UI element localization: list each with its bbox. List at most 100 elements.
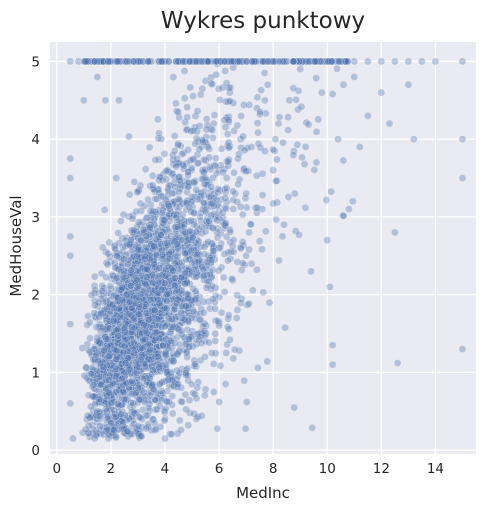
data-point — [171, 275, 180, 284]
data-point — [155, 363, 164, 372]
data-point — [66, 174, 75, 182]
data-point — [120, 266, 128, 275]
data-point — [126, 379, 135, 387]
data-point — [229, 99, 238, 107]
data-point — [127, 339, 136, 348]
data-point — [144, 404, 153, 412]
data-point — [118, 291, 127, 300]
data-point — [134, 218, 143, 227]
data-point — [118, 323, 127, 332]
data-point — [199, 198, 207, 206]
data-point — [95, 340, 104, 349]
data-point — [190, 193, 199, 202]
data-point — [215, 166, 223, 175]
data-point — [205, 178, 214, 187]
data-point — [185, 295, 194, 303]
data-point — [155, 402, 164, 410]
data-point — [113, 315, 122, 323]
data-point — [144, 287, 153, 296]
data-point — [163, 166, 172, 174]
data-point — [107, 375, 116, 383]
data-point — [220, 57, 229, 66]
data-point — [134, 426, 142, 435]
x-tick-label: 6 — [215, 461, 224, 477]
data-point — [149, 385, 158, 394]
data-point — [240, 146, 249, 155]
data-point — [193, 271, 202, 280]
data-point — [216, 361, 225, 370]
data-point — [193, 107, 202, 115]
data-point — [175, 369, 184, 377]
data-point — [281, 323, 290, 332]
data-point — [207, 349, 216, 357]
data-point — [110, 299, 119, 308]
data-point — [151, 365, 160, 373]
data-point — [189, 92, 197, 100]
data-point — [170, 189, 179, 197]
data-point — [222, 174, 231, 182]
data-point — [128, 296, 137, 304]
data-point — [107, 359, 116, 368]
data-point — [100, 346, 108, 355]
data-point — [105, 342, 114, 351]
data-point — [142, 265, 151, 273]
data-point — [228, 276, 237, 285]
data-point — [137, 319, 146, 328]
data-point — [124, 359, 132, 367]
data-point — [269, 166, 277, 175]
data-point — [221, 67, 230, 75]
data-point — [119, 387, 127, 396]
data-point — [169, 357, 178, 365]
data-point — [149, 206, 157, 215]
data-point — [224, 138, 233, 147]
data-point — [153, 315, 162, 323]
data-point — [261, 96, 269, 105]
data-point — [128, 371, 137, 379]
data-point — [312, 127, 321, 136]
data-point — [117, 326, 126, 335]
data-point — [158, 277, 166, 286]
data-point — [178, 210, 187, 219]
data-point — [97, 307, 106, 315]
data-point — [280, 220, 288, 229]
data-point — [221, 194, 230, 202]
data-point — [148, 253, 157, 261]
data-point — [130, 248, 138, 257]
data-point — [119, 347, 127, 355]
data-point — [142, 336, 151, 345]
data-point — [134, 379, 143, 388]
data-point — [223, 340, 231, 349]
data-point — [90, 296, 99, 305]
data-point — [127, 390, 136, 399]
data-point — [125, 332, 134, 340]
data-point — [127, 352, 136, 361]
data-point — [174, 325, 183, 334]
data-point — [120, 386, 128, 394]
data-point — [105, 403, 113, 412]
data-point — [328, 360, 337, 369]
data-point — [289, 57, 298, 66]
data-point — [125, 365, 134, 374]
data-point — [153, 397, 162, 405]
data-point — [209, 388, 218, 396]
data-point — [136, 309, 144, 318]
data-point — [140, 303, 149, 312]
data-point — [176, 307, 185, 316]
data-point — [208, 80, 217, 88]
data-point — [126, 236, 135, 244]
data-point — [130, 304, 138, 313]
data-point — [152, 388, 160, 396]
data-point — [176, 214, 185, 223]
data-point — [283, 57, 291, 66]
data-point — [182, 248, 190, 257]
data-point — [182, 349, 191, 357]
data-point — [83, 415, 91, 424]
data-point — [150, 349, 158, 358]
data-point — [201, 206, 210, 215]
data-point — [116, 302, 125, 311]
data-point — [187, 380, 196, 389]
data-point — [114, 400, 122, 408]
data-point — [106, 382, 115, 390]
data-point — [116, 299, 124, 307]
